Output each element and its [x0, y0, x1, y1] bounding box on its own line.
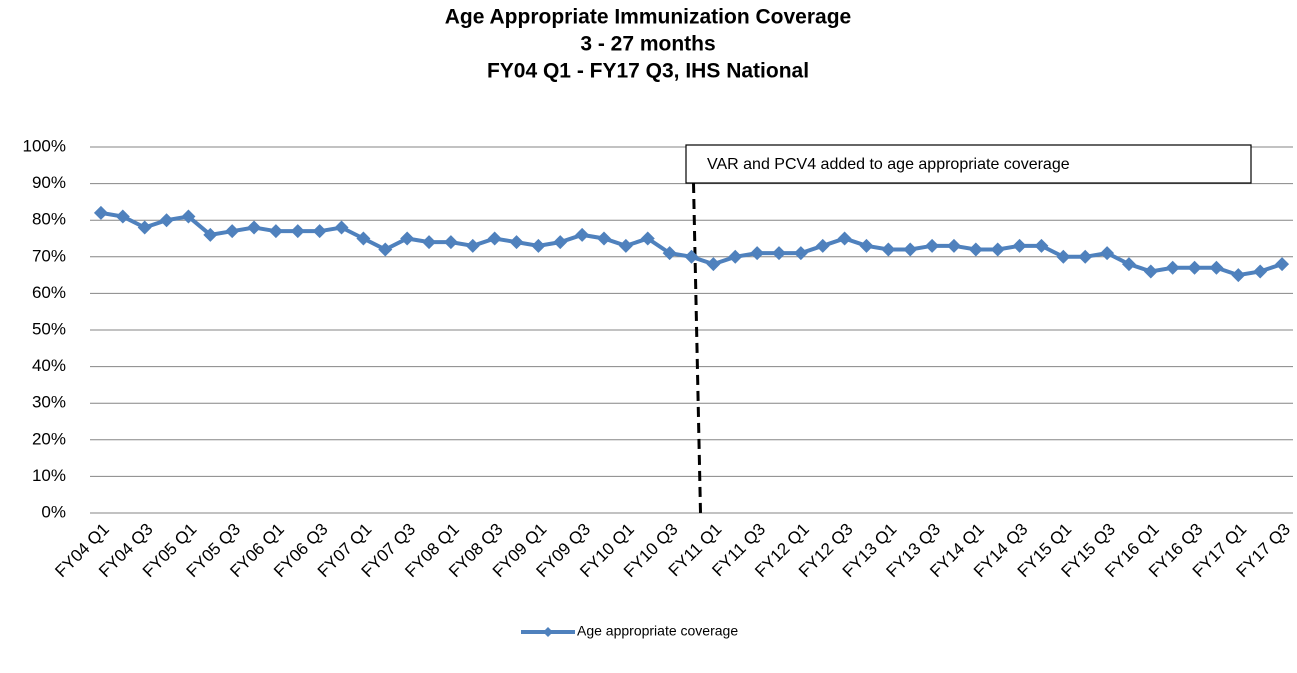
data-point — [903, 242, 918, 257]
data-point — [356, 231, 371, 246]
data-point — [115, 209, 130, 224]
data-point — [334, 220, 349, 235]
data-point — [990, 242, 1005, 257]
y-tick-label: 60% — [32, 283, 66, 302]
data-point — [1187, 260, 1202, 275]
data-point — [1231, 268, 1246, 283]
y-tick-label: 70% — [32, 246, 66, 265]
data-point — [1034, 238, 1049, 253]
data-point — [859, 238, 874, 253]
data-point — [815, 238, 830, 253]
y-tick-label: 10% — [32, 466, 66, 485]
y-tick-label: 0% — [41, 502, 66, 521]
data-point — [531, 238, 546, 253]
data-point — [618, 238, 633, 253]
data-point — [159, 213, 174, 228]
y-tick-label: 30% — [32, 393, 66, 412]
legend-label: Age appropriate coverage — [577, 623, 738, 639]
data-point — [137, 220, 152, 235]
data-point — [881, 242, 896, 257]
data-point — [640, 231, 655, 246]
data-point — [400, 231, 415, 246]
data-point — [443, 235, 458, 250]
data-point — [247, 220, 262, 235]
legend-swatch-marker — [543, 627, 553, 637]
annotation-line — [692, 182, 702, 514]
data-point — [771, 246, 786, 261]
data-point — [750, 246, 765, 261]
data-point — [1012, 238, 1027, 253]
data-point — [268, 224, 283, 239]
data-point — [203, 227, 218, 242]
annotation-box — [685, 144, 1252, 184]
data-point — [575, 227, 590, 242]
data-point — [181, 209, 196, 224]
data-point — [1078, 249, 1093, 264]
y-tick-label: 40% — [32, 356, 66, 375]
annotation-text: VAR and PCV4 added to age appropriate co… — [707, 156, 1070, 173]
data-point — [597, 231, 612, 246]
chart-subtitle: FY04 Q1 - FY17 Q3, IHS National — [487, 60, 809, 83]
data-point — [509, 235, 524, 250]
y-tick-label: 90% — [32, 173, 66, 192]
data-point — [1253, 264, 1268, 279]
series-line — [100, 210, 1283, 278]
data-point — [706, 257, 721, 272]
data-point — [312, 224, 327, 239]
data-point — [378, 242, 393, 257]
data-point — [1165, 260, 1180, 275]
data-point — [837, 231, 852, 246]
data-point — [487, 231, 502, 246]
data-point — [1121, 257, 1136, 272]
data-point — [1275, 257, 1290, 272]
chart-title: Age Appropriate Immunization Coverage — [445, 6, 851, 29]
data-point — [684, 249, 699, 264]
data-point — [422, 235, 437, 250]
y-tick-label: 20% — [32, 429, 66, 448]
data-point — [1209, 260, 1224, 275]
y-tick-label: 100% — [23, 136, 66, 155]
chart-subtitle: 3 - 27 months — [580, 33, 715, 56]
data-point — [93, 205, 108, 220]
data-point — [662, 246, 677, 261]
y-tick-label: 80% — [32, 210, 66, 229]
data-point — [793, 246, 808, 261]
data-point — [1143, 264, 1158, 279]
data-point — [1100, 246, 1115, 261]
data-point — [465, 238, 480, 253]
data-point — [1056, 249, 1071, 264]
data-point — [968, 242, 983, 257]
data-point — [946, 238, 961, 253]
data-point — [925, 238, 940, 253]
y-tick-label: 50% — [32, 319, 66, 338]
data-point — [553, 235, 568, 250]
data-point — [225, 224, 240, 239]
data-point — [290, 224, 305, 239]
data-point — [728, 249, 743, 264]
